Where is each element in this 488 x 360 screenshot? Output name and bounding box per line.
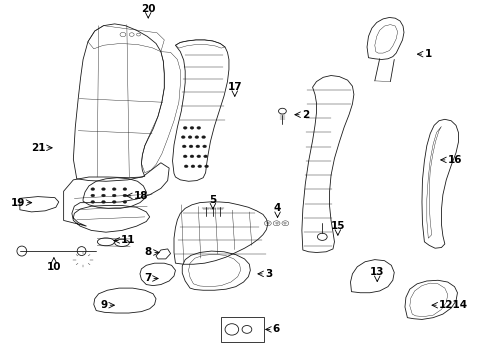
Circle shape: [197, 155, 201, 158]
Text: 20: 20: [141, 4, 155, 14]
Circle shape: [102, 188, 105, 190]
Text: 10: 10: [46, 262, 61, 272]
Circle shape: [102, 194, 105, 197]
Circle shape: [112, 201, 116, 203]
Circle shape: [183, 155, 187, 158]
Text: 17: 17: [227, 82, 242, 92]
Text: 1: 1: [424, 49, 431, 59]
Text: 6: 6: [272, 324, 279, 334]
Bar: [221, 317, 264, 342]
Circle shape: [202, 145, 206, 148]
Circle shape: [191, 165, 195, 168]
Circle shape: [196, 145, 200, 148]
Circle shape: [183, 126, 187, 129]
Text: 4: 4: [273, 203, 281, 213]
Circle shape: [112, 188, 116, 190]
Circle shape: [182, 145, 186, 148]
Circle shape: [91, 188, 95, 190]
Circle shape: [188, 136, 192, 139]
Circle shape: [181, 136, 185, 139]
Text: 15: 15: [330, 221, 345, 231]
Text: 2: 2: [301, 110, 308, 120]
Text: 11: 11: [121, 235, 135, 246]
Circle shape: [112, 194, 116, 197]
Text: 19: 19: [10, 198, 25, 208]
Text: 13: 13: [369, 267, 384, 278]
Circle shape: [190, 126, 194, 129]
Circle shape: [197, 126, 201, 129]
Circle shape: [122, 194, 126, 197]
Circle shape: [102, 201, 105, 203]
Text: 18: 18: [133, 191, 148, 201]
Circle shape: [204, 165, 208, 168]
Circle shape: [189, 145, 193, 148]
Circle shape: [190, 155, 194, 158]
Circle shape: [122, 188, 126, 190]
Text: 21: 21: [31, 143, 45, 153]
Circle shape: [91, 201, 95, 203]
Text: 8: 8: [144, 247, 152, 257]
Text: 9: 9: [100, 300, 107, 310]
Circle shape: [195, 136, 199, 139]
Circle shape: [91, 194, 95, 197]
Text: 16: 16: [447, 155, 461, 165]
Text: 1214: 1214: [438, 300, 467, 310]
Circle shape: [122, 201, 126, 203]
Circle shape: [201, 136, 205, 139]
Text: 3: 3: [264, 269, 272, 279]
Circle shape: [184, 165, 188, 168]
Circle shape: [198, 165, 201, 168]
Text: 5: 5: [209, 195, 216, 205]
Circle shape: [203, 155, 207, 158]
Text: 7: 7: [143, 274, 151, 283]
